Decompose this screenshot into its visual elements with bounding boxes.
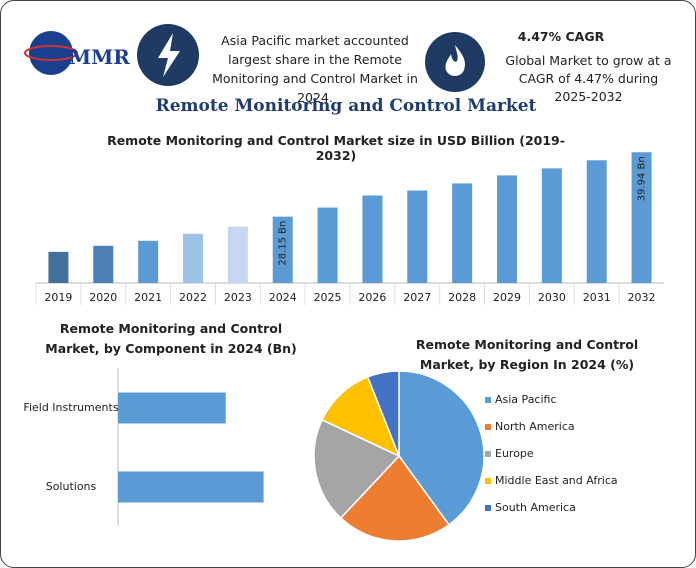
bar [118, 392, 226, 424]
bar [407, 190, 428, 283]
bar [272, 216, 293, 283]
bar [183, 233, 203, 283]
chart-title: Remote Monitoring and Control Market, by… [45, 321, 297, 356]
bar [586, 160, 607, 283]
bar [362, 195, 383, 283]
x-tick-label: 2019 [44, 291, 72, 304]
cagr-text: Global Market to grow at a CAGR of 4.47%… [505, 53, 672, 104]
legend-label: Asia Pacific [495, 393, 557, 406]
logo-ring [24, 45, 78, 61]
bar [497, 175, 517, 283]
chart-title: Remote Monitoring and Control Market siz… [107, 133, 565, 163]
data-label: 39.94 Bn [637, 156, 648, 201]
bolt-icon [158, 33, 180, 77]
x-tick-label: 2024 [269, 291, 297, 304]
pie-slice [313, 418, 401, 520]
pie-slice [366, 370, 400, 457]
legend-swatch [485, 505, 491, 511]
y-tick-label: Field Instruments [23, 401, 119, 414]
bar [452, 183, 473, 283]
x-tick-label: 2031 [583, 291, 611, 304]
legend-swatch [485, 478, 491, 484]
legend-label: South America [495, 501, 576, 514]
main-title: Remote Monitoring and Control Market [155, 96, 537, 116]
x-tick-label: 2025 [314, 291, 342, 304]
x-tick-label: 2026 [358, 291, 386, 304]
chart-title: Remote Monitoring and Control Market, by… [415, 337, 639, 372]
legend-label: Middle East and Africa [495, 474, 618, 487]
fire-icon [445, 45, 465, 76]
bar [227, 226, 248, 283]
bar [317, 207, 338, 283]
bar [541, 168, 562, 283]
bar [631, 152, 652, 283]
pie-slice [398, 370, 485, 526]
legend-label: North America [495, 420, 575, 433]
data-label: 28.15 Bn [278, 221, 289, 266]
highlight-text: Asia Pacific market accounted largest sh… [212, 33, 418, 105]
x-tick-label: 2029 [493, 291, 521, 304]
x-tick-label: 2028 [448, 291, 476, 304]
bar [93, 245, 114, 283]
bar [48, 251, 69, 283]
logo-text: MMR [69, 45, 130, 69]
y-tick-label: Solutions [45, 480, 97, 493]
legend-label: Europe [495, 447, 534, 460]
legend-swatch [485, 397, 491, 403]
x-tick-label: 2021 [134, 291, 162, 304]
x-tick-label: 2032 [628, 291, 656, 304]
legend-swatch [485, 424, 491, 430]
x-tick-label: 2023 [224, 291, 252, 304]
x-tick-label: 2022 [179, 291, 207, 304]
x-tick-label: 2027 [403, 291, 431, 304]
legend-swatch [485, 451, 491, 457]
pie-slice [339, 454, 451, 542]
x-tick-label: 2030 [538, 291, 566, 304]
pie-slice [321, 375, 401, 458]
logo-globe [29, 31, 73, 75]
cagr-title: 4.47% CAGR [517, 29, 605, 44]
bar [138, 240, 159, 283]
x-tick-label: 2020 [89, 291, 117, 304]
bar [118, 471, 264, 503]
